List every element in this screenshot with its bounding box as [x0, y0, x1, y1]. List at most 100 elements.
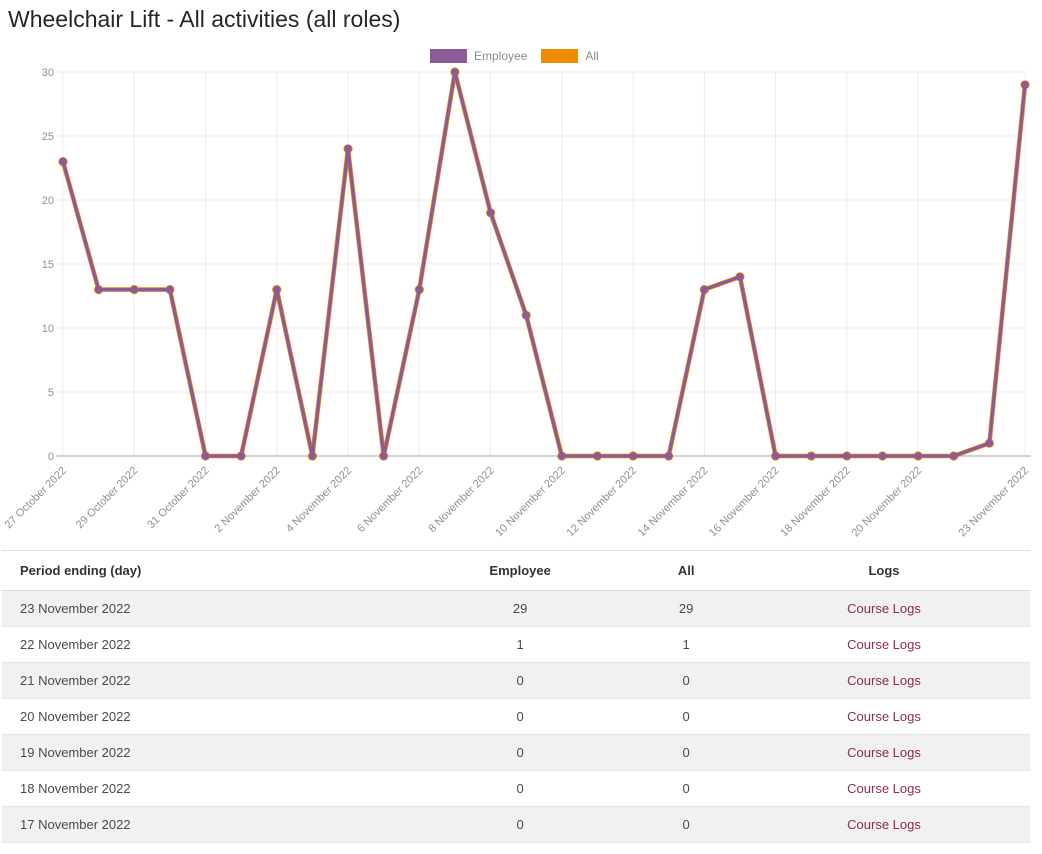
- logs-cell: Course Logs: [738, 806, 1030, 843]
- x-tick-label: 31 October 2022: [145, 465, 211, 531]
- employee-line: [61, 70, 1027, 458]
- period-table-wrap: Period ending (day) Employee All Logs 23 No…: [2, 550, 1030, 843]
- y-tick-label: 15: [42, 259, 54, 271]
- all-count-cell: 0: [634, 806, 739, 843]
- table-row: 20 November 2022 0 0 Course Logs: [2, 698, 1030, 735]
- employee-count-cell: 0: [406, 698, 635, 735]
- course-logs-link[interactable]: Course Logs: [847, 637, 921, 652]
- legend-label: Employee: [474, 49, 528, 63]
- period-cell: 22 November 2022: [2, 626, 407, 663]
- period-cell: 20 November 2022: [2, 698, 407, 735]
- course-logs-link[interactable]: Course Logs: [847, 745, 921, 760]
- table-row: 21 November 2022 0 0 Course Logs: [2, 662, 1030, 699]
- course-logs-link[interactable]: Course Logs: [847, 781, 921, 796]
- x-tick-label: 2 November 2022: [213, 465, 283, 535]
- employee-point: [558, 452, 566, 460]
- employee-point: [451, 68, 459, 76]
- activity-line-chart: 0 5 10 15 20 25 30 27 October 2022 29 October 20…: [3, 49, 1031, 540]
- logs-cell: Course Logs: [738, 770, 1030, 807]
- y-tick-label: 30: [42, 67, 54, 79]
- employee-point: [807, 452, 816, 460]
- employee-point: [415, 285, 424, 294]
- x-tick-label: 4 November 2022: [284, 465, 354, 535]
- employee-point: [664, 452, 673, 460]
- employee-point: [201, 452, 210, 460]
- all-count-cell: 0: [634, 698, 739, 735]
- employee-point: [272, 285, 281, 294]
- legend-item-employee: Employee: [430, 49, 527, 63]
- page-title: Wheelchair Lift - All activities (all ro…: [8, 6, 401, 32]
- table-row: 23 November 2022 29 29 Course Logs: [2, 590, 1030, 627]
- y-tick-label: 20: [42, 195, 54, 207]
- logs-cell: Course Logs: [738, 662, 1030, 699]
- y-tick-label: 25: [42, 131, 54, 143]
- employee-point: [166, 285, 174, 294]
- employee-point: [1021, 81, 1029, 89]
- course-logs-link[interactable]: Course Logs: [847, 601, 921, 616]
- all-count-cell: 0: [634, 662, 739, 699]
- column-header-all: All: [634, 550, 739, 591]
- column-header-employee: Employee: [406, 550, 635, 591]
- all-count-cell: 0: [634, 770, 739, 807]
- x-tick-label: 29 October 2022: [74, 465, 140, 531]
- chart-legend: Employee All: [430, 49, 599, 63]
- x-tick-label: 8 November 2022: [426, 465, 496, 535]
- x-tick-label: 12 November 2022: [565, 465, 640, 540]
- employee-point: [700, 285, 709, 294]
- table-row: 22 November 2022 1 1 Course Logs: [2, 626, 1030, 663]
- employee-point: [130, 285, 139, 294]
- period-cell: 17 November 2022: [2, 806, 407, 843]
- course-logs-link[interactable]: Course Logs: [847, 673, 921, 688]
- period-cell: 19 November 2022: [2, 734, 407, 771]
- employee-count-cell: 0: [406, 662, 635, 699]
- period-cell: 23 November 2022: [2, 590, 407, 627]
- employee-point: [878, 452, 887, 460]
- logs-cell: Course Logs: [738, 626, 1030, 663]
- employee-point: [629, 452, 637, 460]
- employee-point: [344, 145, 352, 153]
- employee-point: [736, 273, 744, 281]
- x-tick-label: 18 November 2022: [778, 465, 853, 540]
- employee-count-cell: 1: [406, 626, 635, 663]
- column-header-logs: Logs: [738, 550, 1030, 591]
- employee-swatch-icon: [430, 49, 467, 63]
- legend-item-all: All: [541, 49, 599, 63]
- all-swatch-icon: [541, 49, 579, 63]
- employee-point: [379, 452, 388, 460]
- period-cell: 18 November 2022: [2, 770, 407, 807]
- table-row: 18 November 2022 0 0 Course Logs: [2, 770, 1030, 807]
- employee-point: [237, 452, 245, 460]
- period-cell: 21 November 2022: [2, 662, 407, 699]
- employee-point: [985, 439, 994, 448]
- employee-count-cell: 29: [406, 590, 635, 627]
- table-row: 17 November 2022 0 0 Course Logs: [2, 806, 1030, 843]
- column-header-period-ending-day-: Period ending (day): [2, 550, 407, 591]
- x-tick-label: 6 November 2022: [355, 465, 425, 535]
- period-table-header: Period ending (day) Employee All Logs: [2, 550, 1030, 591]
- employee-point: [593, 452, 602, 460]
- employee-point: [308, 452, 317, 460]
- employee-point: [949, 452, 958, 460]
- x-tick-label: 20 November 2022: [850, 465, 925, 540]
- course-logs-link[interactable]: Course Logs: [847, 817, 921, 832]
- x-tick-label: 16 November 2022: [707, 465, 782, 540]
- chart-canvas: 0 5 10 15 20 25 30 27 October 2022 29 October 20…: [3, 67, 1031, 540]
- y-tick-label: 5: [48, 387, 54, 399]
- employee-point: [843, 452, 851, 460]
- employee-point: [59, 157, 67, 166]
- all-count-cell: 29: [634, 590, 739, 627]
- employee-count-cell: 0: [406, 770, 635, 807]
- table-row: 19 November 2022 0 0 Course Logs: [2, 734, 1030, 771]
- employee-count-cell: 0: [406, 734, 635, 771]
- x-tick-label: 27 October 2022: [3, 465, 69, 531]
- employee-point: [94, 285, 103, 294]
- employee-point: [486, 209, 495, 217]
- x-tick-label: 23 November 2022: [956, 465, 1031, 540]
- course-logs-link[interactable]: Course Logs: [847, 709, 921, 724]
- y-tick-label: 10: [42, 323, 54, 335]
- all-count-cell: 1: [634, 626, 739, 663]
- employee-point: [522, 311, 530, 320]
- employee-point: [914, 452, 922, 460]
- logs-cell: Course Logs: [738, 734, 1030, 771]
- employee-count-cell: 0: [406, 806, 635, 843]
